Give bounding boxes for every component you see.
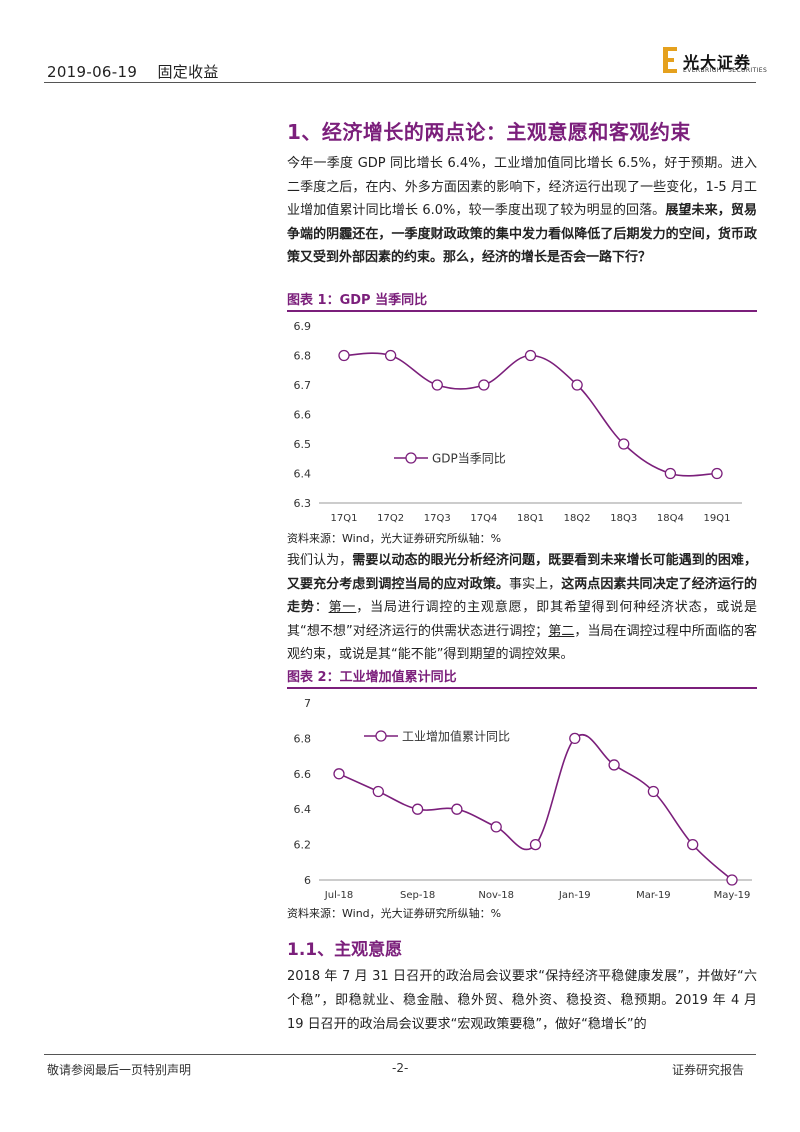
footer-divider [44,1054,756,1055]
intro-emphasis: 展望未来，贸易争端的阴霾还在，一季度财政政策的集中发力看似降低了后期发力的空间，… [287,203,757,265]
data-point [569,732,581,745]
x-tick-label: 18Q4 [657,513,684,524]
analysis-second-label: 第二 [548,623,575,639]
footer-report-type: 证券研究报告 [672,1063,745,1077]
y-tick-label: 6.4 [294,468,312,481]
x-tick-label: Nov-18 [478,890,514,901]
analysis-text-5: ，当局在调控过程中所面临的客观约束，或说是其“能不能”得到期望的调控效果。 [287,623,757,663]
y-tick-label: 6.7 [294,379,312,392]
figure2-chart: 6 6.2 6.4 6.6 6.8 7 Jul-18 Sep-18 Nov-18 Jan-19 Ma… [294,697,752,901]
paragraph-intro: 今年一季度 GDP 同比增长 6.4%，工业增加值同比增长 6.5%，好于预期。… [287,152,757,270]
figure2-rule [287,687,757,689]
analysis-text-3: ： [314,600,329,615]
x-tick-label: May-19 [714,890,751,901]
figure2-source: 资料来源：Wind，光大证券研究所纵轴：% [287,907,502,920]
figure1-chart: 6.3 6.4 6.5 6.6 6.7 6.8 6.9 17Q1 17Q2 17Q3 17Q4 18Q… [294,320,742,524]
figure1-rule [287,310,757,312]
y-tick-label: 6.5 [294,438,312,451]
figure2-title: 图表 2：工业增加值累计同比 [287,670,457,685]
y-tick-label: 6.6 [294,768,312,781]
report-date: 2019-06-19 [47,63,138,81]
x-tick-label: 17Q2 [377,513,404,524]
paragraph-subjective-will: 2018 年 7 月 31 日召开的政治局会议要求“保持经济平稳健康发展”，并做… [287,969,757,1032]
y-tick-label: 6.3 [294,497,312,510]
footer-disclaimer: 敬请参阅最后一页特别声明 [47,1063,192,1077]
data-point [529,838,542,851]
x-tick-label: Sep-18 [400,890,435,901]
y-tick-label: 6.8 [294,350,312,363]
x-tick-label: Jan-19 [558,890,591,901]
data-point [338,349,350,362]
y-tick-label: 6.9 [294,320,312,333]
intro-text: 今年一季度 GDP 同比增长 6.4%，工业增加值同比增长 6.5%，好于预期。… [287,156,757,218]
data-point [333,768,345,780]
legend-marker [405,452,417,464]
data-point [647,785,660,798]
data-point [687,838,699,851]
logo-icon [663,47,677,73]
analysis-text-2: 事实上， [508,576,562,592]
data-point [411,803,424,815]
figure1-source: 资料来源：Wind，光大证券研究所纵轴：% [287,532,502,545]
data-point [451,803,463,815]
analysis-emphasis-2: 这两点因素共同决定了经济运行的走势 [287,576,757,616]
figure1-title: 图表 1：GDP 当季同比 [287,293,428,308]
y-tick-label: 7 [304,697,311,710]
data-point [524,349,537,362]
x-tick-label: 18Q1 [517,513,544,524]
x-tick-label: 17Q1 [331,513,358,524]
logo-name: 光大证券 [683,53,752,72]
data-point [372,785,384,798]
data-point [726,874,738,886]
section-heading: 1、经济增长的两点论：主观意愿和客观约束 [287,120,691,144]
y-tick-label: 6 [304,874,311,887]
data-point [608,759,620,771]
analysis-text-1: 我们认为， [287,553,353,568]
data-point [618,438,630,450]
y-tick-label: 6.2 [294,839,312,852]
report-category: 固定收益 [157,63,219,81]
logo-subtitle: EVERBRIGHT SECURITIES [683,67,768,74]
y-tick-label: 6.8 [294,732,312,745]
data-point [431,379,443,391]
y-tick-label: 6.6 [294,409,312,422]
legend-marker [375,730,387,742]
legend-label: 工业增加值累计同比 [402,729,510,744]
legend-label: GDP当季同比 [432,452,506,466]
x-tick-label: 17Q4 [470,513,497,524]
page-number: -2- [392,1061,409,1075]
y-tick-label: 6.4 [294,803,312,816]
data-point [711,467,723,480]
data-point [478,379,490,391]
x-tick-label: Mar-19 [636,890,671,901]
paragraph-analysis: 我们认为，需要以动态的眼光分析经济问题，既要看到未来增长可能遇到的困难，又要充分… [287,549,757,667]
header-divider [44,82,756,83]
series-line [338,734,733,881]
data-point [571,379,583,391]
x-tick-label: 18Q3 [610,513,637,524]
x-tick-label: 18Q2 [564,513,591,524]
analysis-emphasis-1: 需要以动态的眼光分析经济问题，既要看到未来增长可能遇到的困难，又要充分考虑到调控… [287,553,757,592]
subsection-heading: 1.1、主观意愿 [287,940,403,960]
data-point [490,821,502,833]
report-header: 2019-06-19 固定收益 [47,61,219,82]
data-point [384,349,397,362]
x-tick-label: Jul-18 [324,890,353,901]
x-tick-label: 19Q1 [704,513,731,524]
analysis-text-4: ，当局进行调控的主观意愿，即其希望得到何种经济状态，或说是其“想不想”对经济运行… [287,600,757,639]
analysis-first-label: 第一 [328,600,357,615]
x-tick-label: 17Q3 [424,513,451,524]
data-point [664,467,677,480]
